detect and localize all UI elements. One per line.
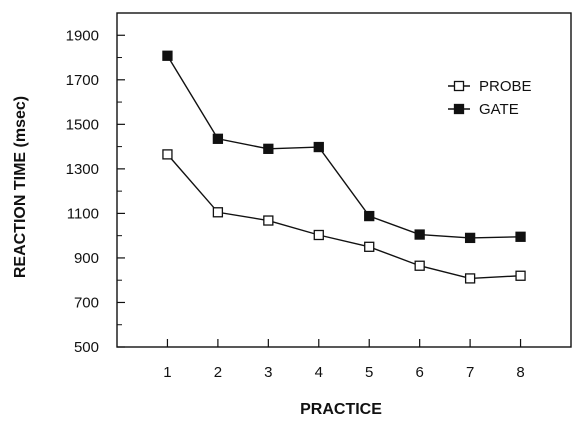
x-tick-label: 2: [214, 364, 222, 381]
legend-label-gate: GATE: [479, 101, 519, 118]
y-tick-label: 1500: [66, 116, 99, 133]
data-point-probe: [414, 260, 425, 271]
legend-marker-probe: [453, 80, 465, 92]
y-tick-label: 1100: [67, 205, 99, 222]
x-tick-label: 4: [315, 364, 323, 381]
data-point-probe: [364, 241, 375, 252]
legend-label-probe: PROBE: [479, 78, 532, 95]
y-tick-label: 900: [74, 250, 99, 267]
data-point-probe: [162, 149, 173, 160]
series-line-probe: [166, 153, 521, 280]
x-tick-label: 3: [264, 364, 272, 381]
y-axis-title: REACTION TIME (msec): [12, 96, 29, 278]
data-point-probe: [263, 215, 274, 226]
x-tick-label: 1: [163, 364, 171, 381]
data-point-probe: [313, 229, 324, 241]
data-point-gate: [162, 50, 173, 61]
series-line-gate: [166, 55, 521, 239]
y-tick-label: 1700: [66, 72, 99, 89]
data-point-gate: [464, 232, 476, 244]
y-tick-label: 700: [74, 294, 99, 311]
data-point-gate: [313, 141, 324, 153]
data-point-probe: [212, 207, 224, 218]
x-tick-label: 7: [466, 364, 474, 381]
data-point-gate: [212, 133, 224, 144]
data-point-probe: [464, 273, 476, 284]
data-point-gate: [364, 210, 375, 222]
y-tick-label: 1900: [66, 27, 99, 44]
plot-frame: [116, 12, 572, 348]
x-axis-title: PRACTICE: [300, 401, 382, 418]
data-point-gate: [515, 231, 526, 242]
data-point-gate: [263, 143, 274, 154]
legend-marker-gate: [453, 103, 465, 115]
x-tick-label: 5: [365, 364, 373, 381]
data-point-probe: [515, 270, 526, 281]
data-point-gate: [414, 229, 425, 240]
y-tick-label: 500: [74, 339, 99, 356]
x-tick-label: 8: [516, 364, 524, 381]
x-tick-label: 6: [415, 364, 423, 381]
y-tick-label: 1300: [66, 161, 99, 178]
